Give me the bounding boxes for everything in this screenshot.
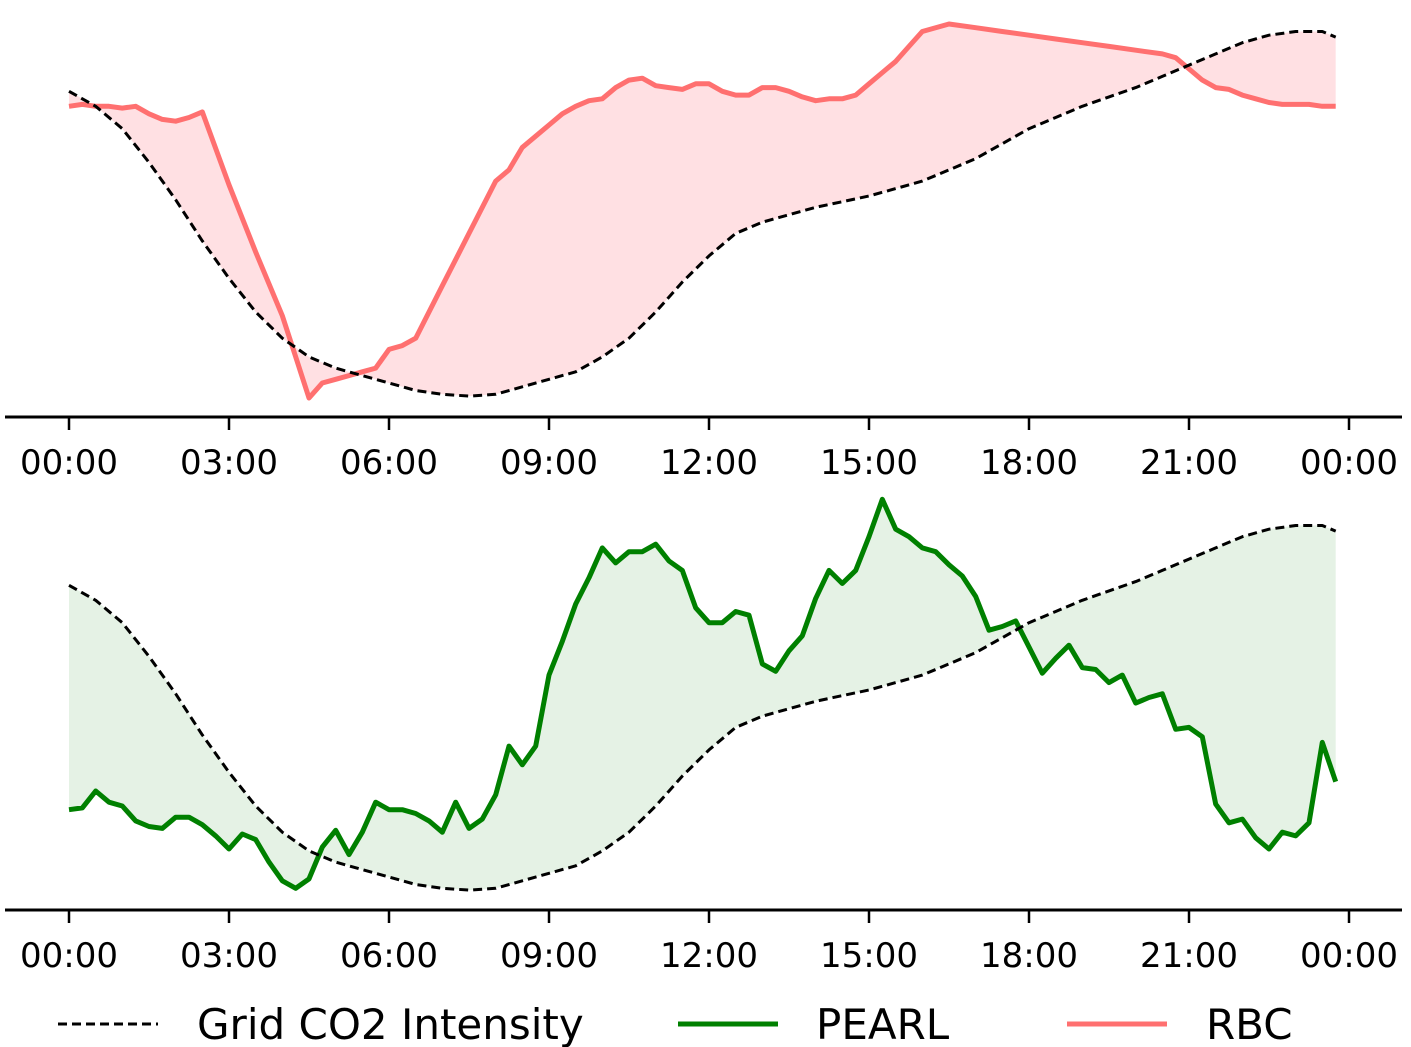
bottom-panel: 00:00 03:00 06:00 09:00 12:00 15:00 18:00 21:00…	[5, 496, 1402, 976]
x-tick-label: 21:00	[1140, 936, 1238, 976]
x-tick-label: 06:00	[340, 936, 438, 976]
x-tick-label: 18:00	[980, 936, 1078, 976]
x-tick-label: 00:00	[20, 936, 118, 976]
legend-label-rbc: RBC	[1206, 1000, 1293, 1047]
x-tick-label: 06:00	[340, 443, 438, 483]
x-tick-label: 12:00	[660, 443, 758, 483]
legend-label-pearl: PEARL	[816, 1000, 950, 1047]
x-tick-label: 12:00	[660, 936, 758, 976]
x-tick-label: 00:00	[20, 443, 118, 483]
x-tick-label: 21:00	[1140, 443, 1238, 483]
pearl-fill-area	[69, 499, 1336, 891]
x-tick-label: 09:00	[500, 936, 598, 976]
x-tick-label: 00:00	[1300, 936, 1398, 976]
x-tick-label: 15:00	[820, 936, 918, 976]
grid-co2-intensity-line	[68, 524, 1337, 892]
rbc-fill-area	[69, 24, 1336, 398]
legend-label-grid-co2: Grid CO2 Intensity	[197, 1000, 584, 1047]
x-tick-label: 03:00	[180, 443, 278, 483]
pearl-line	[68, 496, 1339, 891]
x-tick-label: 03:00	[180, 936, 278, 976]
x-tick-label: 18:00	[980, 443, 1078, 483]
x-tick-label: 15:00	[820, 443, 918, 483]
grid-co2-intensity-line	[68, 30, 1337, 398]
top-panel: 00:00 03:00 06:00 09:00 12:00 15:00 18:00 21:00…	[5, 21, 1402, 483]
x-tick-label: 00:00	[1300, 443, 1398, 483]
rbc-line	[68, 21, 1336, 401]
x-tick-label: 09:00	[500, 443, 598, 483]
legend: Grid CO2 Intensity PEARL RBC	[58, 1000, 1293, 1047]
